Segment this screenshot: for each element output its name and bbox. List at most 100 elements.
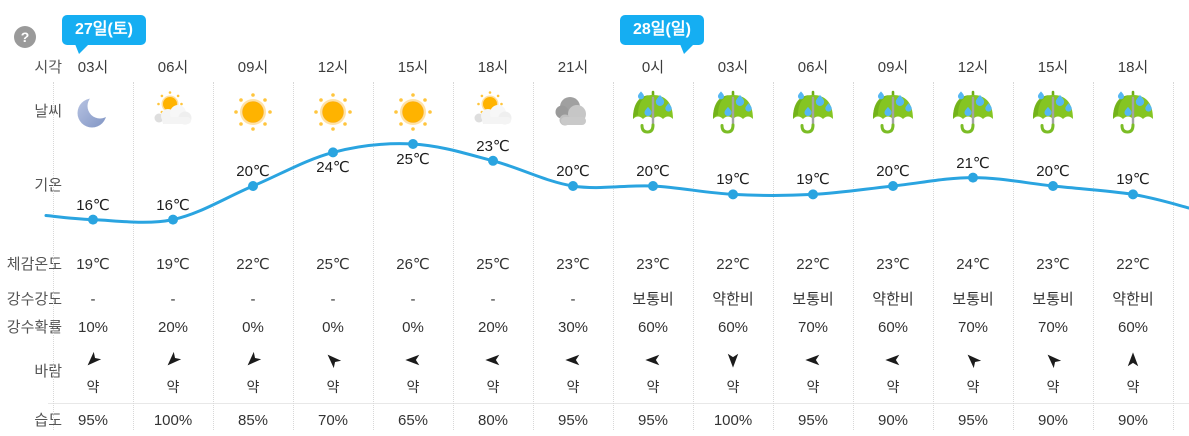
wind-direction-cell (293, 351, 373, 371)
humidity-cell: 70% (317, 412, 349, 429)
temperature-value-label: 25℃ (396, 151, 430, 168)
wind-arrow-icon (1127, 352, 1139, 367)
rain-icon (793, 90, 833, 134)
column-gridline (453, 82, 454, 430)
wind-direction-cell (133, 351, 213, 371)
time-cell: 21시 (557, 59, 589, 76)
rain-probability-cell: 70% (957, 319, 989, 336)
weather-cell (773, 87, 853, 137)
column-gridline (213, 82, 214, 430)
wind-direction-cell (693, 351, 773, 371)
feels-like-cell: 26℃ (396, 256, 430, 273)
temperature-value-label: 20℃ (876, 163, 910, 180)
help-icon[interactable]: ? (14, 26, 36, 48)
badge-tail (75, 44, 89, 54)
temperature-value-label: 16℃ (156, 196, 190, 214)
temperature-point (888, 181, 898, 191)
wind-arrow-icon (645, 354, 660, 366)
temperature-value-label: 19℃ (1116, 171, 1150, 189)
temperature-point (648, 181, 658, 191)
rain-intensity-cell: 보통비 (792, 291, 834, 308)
humidity-cell: 100% (153, 412, 193, 429)
date-badge-day2-label: 28일(일) (633, 21, 691, 38)
rain-intensity-cell: - (90, 291, 96, 308)
wind-strength-cell: 약 (806, 379, 820, 395)
temperature-point (328, 147, 338, 158)
row-label-time: 시각 (34, 59, 62, 76)
rain-probability-cell: 60% (877, 319, 909, 336)
sunny-icon (234, 93, 272, 131)
column-gridline (293, 82, 294, 430)
row-label-rain-probability: 강수확률 (6, 319, 62, 336)
column-gridline (1093, 82, 1094, 430)
column-gridline (1173, 82, 1174, 430)
humidity-cell: 90% (1037, 412, 1069, 429)
wind-direction-cell (213, 351, 293, 371)
weather-cell (533, 87, 613, 137)
rain-probability-cell: 60% (637, 319, 669, 336)
temperature-point (248, 181, 258, 191)
wind-arrow-icon (1047, 354, 1062, 369)
feels-like-cell: 23℃ (1036, 256, 1070, 273)
feels-like-cell: 23℃ (556, 256, 590, 273)
temperature-point (168, 214, 178, 225)
humidity-cell: 95% (77, 412, 109, 429)
rain-intensity-cell: - (170, 291, 176, 308)
rain-intensity-cell: 약한비 (1112, 291, 1154, 308)
row-label-rain-intensity: 강수강도 (6, 291, 62, 308)
temperature-point (1128, 189, 1138, 200)
wind-strength-cell: 약 (86, 379, 100, 395)
wind-arrow-icon (967, 354, 982, 369)
weather-cell (1013, 87, 1093, 137)
wind-direction-cell (533, 351, 613, 371)
sunny-icon (394, 93, 432, 131)
temperature-value-label: 20℃ (236, 163, 270, 180)
temperature-point (88, 214, 98, 225)
cloudy-icon (555, 97, 586, 126)
sun-cloud-icon (154, 91, 192, 125)
time-cell: 09시 (877, 59, 909, 76)
wind-strength-cell: 약 (246, 379, 260, 395)
feels-like-cell: 23℃ (876, 256, 910, 273)
wind-strength-cell: 약 (726, 379, 740, 395)
rain-probability-cell: 0% (322, 319, 344, 336)
row-label-weather: 날씨 (34, 103, 62, 120)
temperature-value-label: 19℃ (716, 171, 750, 189)
weather-cell (293, 87, 373, 137)
moon-icon (77, 93, 113, 128)
sunny-icon (314, 93, 352, 131)
rain-probability-cell: 10% (77, 319, 109, 336)
temperature-value-label: 20℃ (1036, 163, 1070, 180)
wind-strength-cell: 약 (1046, 379, 1060, 395)
rain-icon (1033, 90, 1073, 134)
wind-strength-cell: 약 (166, 379, 180, 395)
rain-probability-cell: 70% (797, 319, 829, 336)
feels-like-cell: 22℃ (716, 256, 750, 273)
wind-strength-cell: 약 (646, 379, 660, 395)
column-gridline (533, 82, 534, 430)
temperature-value-label: 20℃ (636, 163, 670, 180)
rain-icon (633, 90, 673, 134)
date-badge-day1-label: 27일(토) (75, 21, 133, 38)
rain-intensity-cell: 약한비 (712, 291, 754, 308)
rain-probability-cell: 20% (477, 319, 509, 336)
date-badge-day2: 28일(일) (620, 15, 704, 54)
time-cell: 18시 (477, 59, 509, 76)
feels-like-cell: 19℃ (76, 256, 110, 273)
temperature-point (408, 139, 418, 149)
weather-cell (613, 87, 693, 137)
rain-icon (1113, 90, 1153, 134)
time-cell: 12시 (317, 59, 349, 76)
humidity-separator-line (48, 403, 1189, 404)
temperature-point (808, 189, 818, 200)
rain-intensity-cell: 약한비 (872, 291, 914, 308)
column-gridline (133, 82, 134, 430)
humidity-cell: 100% (713, 412, 753, 429)
rain-icon (873, 90, 913, 134)
weather-cell (53, 87, 133, 137)
rain-probability-cell: 60% (1117, 319, 1149, 336)
rain-icon (953, 90, 993, 134)
humidity-cell: 90% (877, 412, 909, 429)
rain-icon (713, 90, 753, 134)
wind-direction-cell (613, 351, 693, 371)
